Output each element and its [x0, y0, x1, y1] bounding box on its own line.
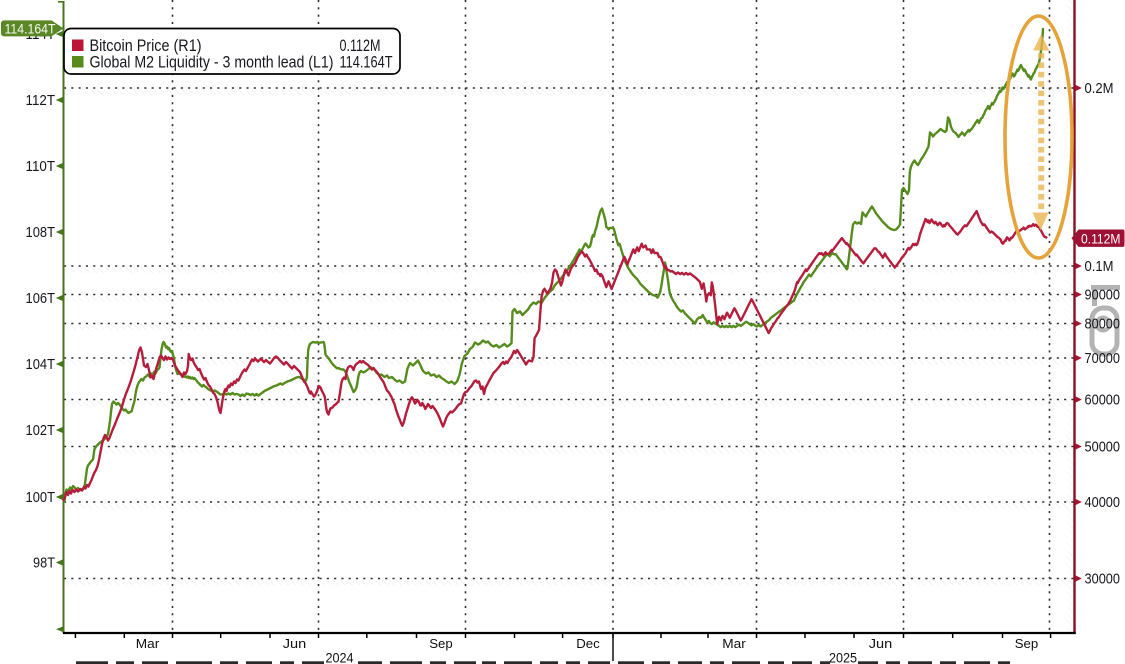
svg-text:Sep: Sep [429, 636, 453, 651]
svg-text:Global M2 Liquidity - 3 month: Global M2 Liquidity - 3 month lead (L1) [90, 53, 334, 72]
svg-text:114.164T: 114.164T [5, 21, 56, 37]
svg-text:Jun: Jun [869, 636, 893, 651]
svg-text:98T: 98T [33, 555, 55, 572]
svg-text:40000: 40000 [1085, 494, 1121, 511]
svg-text:114.164T: 114.164T [340, 53, 393, 72]
svg-text:2024: 2024 [326, 650, 354, 664]
svg-text:80000: 80000 [1085, 316, 1121, 333]
svg-text:90000: 90000 [1085, 287, 1121, 304]
svg-text:70000: 70000 [1085, 350, 1121, 367]
svg-text:30000: 30000 [1085, 571, 1121, 588]
svg-text:112T: 112T [26, 92, 56, 109]
svg-text:Mar: Mar [136, 636, 160, 651]
svg-text:Dec: Dec [576, 636, 600, 651]
svg-text:Bitcoin Price (R1): Bitcoin Price (R1) [90, 36, 202, 55]
svg-text:106T: 106T [26, 290, 56, 307]
svg-text:60000: 60000 [1085, 392, 1121, 409]
svg-text:108T: 108T [26, 224, 56, 241]
svg-text:100T: 100T [26, 489, 56, 506]
svg-text:Sep: Sep [1015, 636, 1039, 651]
svg-text:2025: 2025 [829, 650, 857, 664]
svg-text:0.112M: 0.112M [340, 36, 381, 55]
svg-text:110T: 110T [26, 158, 56, 175]
svg-text:Jun: Jun [283, 636, 307, 651]
svg-text:102T: 102T [26, 422, 56, 439]
svg-text:0.1M: 0.1M [1085, 258, 1114, 275]
svg-text:104T: 104T [26, 356, 56, 373]
svg-text:Mar: Mar [722, 636, 746, 651]
svg-text:0.112M: 0.112M [1081, 230, 1121, 246]
svg-text:0.2M: 0.2M [1085, 80, 1114, 97]
svg-text:50000: 50000 [1085, 439, 1121, 456]
